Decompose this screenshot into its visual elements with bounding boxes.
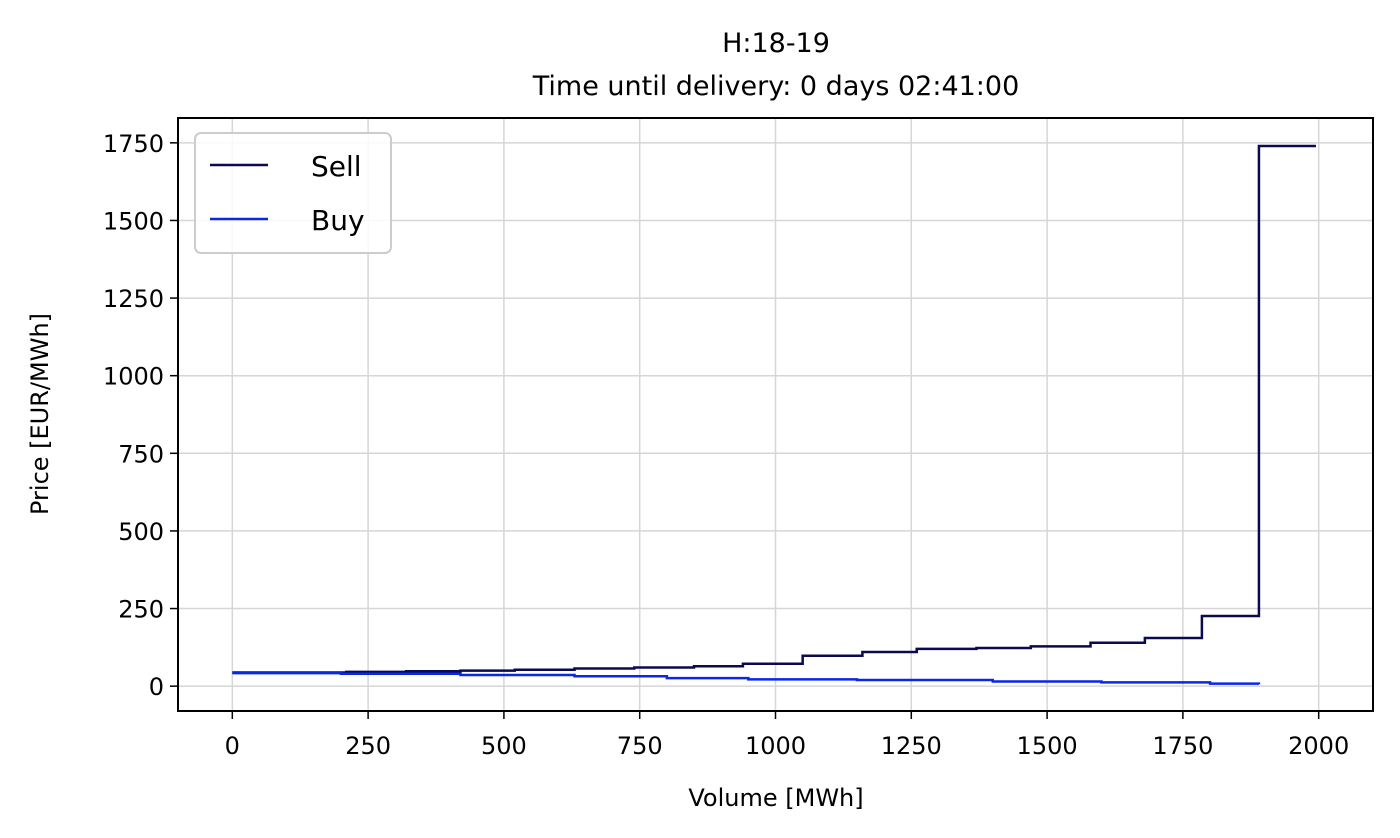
- y-tick-label: 0: [149, 673, 164, 701]
- y-tick-label: 1750: [103, 130, 164, 158]
- tick-layer: 0 250 500 750 1000 1250 1500 1750 2000 0 250 500 750…: [103, 130, 1349, 760]
- x-tick-label: 2000: [1288, 732, 1349, 760]
- x-axis-label: Volume [MWh]: [688, 784, 863, 812]
- x-tick-label: 250: [345, 732, 391, 760]
- x-tick-label: 1000: [745, 732, 806, 760]
- legend: Sell Buy: [194, 132, 392, 254]
- x-tick-label: 0: [225, 732, 240, 760]
- x-tick-label: 1750: [1152, 732, 1213, 760]
- y-tick-label: 1000: [103, 363, 164, 391]
- y-tick-label: 250: [118, 596, 164, 624]
- y-tick-label: 500: [118, 518, 164, 546]
- legend-label-buy: Buy: [311, 204, 365, 237]
- series-layer: [232, 144, 1316, 685]
- y-tick-label: 1250: [103, 285, 164, 313]
- y-axis-label: Price [EUR/MWh]: [26, 313, 54, 515]
- series-line-buy: [232, 671, 1261, 685]
- grid-layer: [178, 118, 1373, 711]
- legend-box: [194, 132, 392, 254]
- chart-title-line-1: H:18-19: [722, 28, 830, 59]
- legend-label-sell: Sell: [311, 150, 362, 183]
- x-tick-label: 500: [481, 732, 527, 760]
- series-line-sell: [232, 144, 1316, 674]
- y-tick-label: 750: [118, 440, 164, 468]
- x-tick-label: 750: [617, 732, 663, 760]
- chart-title-line-2: Time until delivery: 0 days 02:41:00: [532, 71, 1020, 102]
- x-tick-label: 1250: [881, 732, 942, 760]
- y-tick-label: 1500: [103, 207, 164, 235]
- x-tick-label: 1500: [1017, 732, 1078, 760]
